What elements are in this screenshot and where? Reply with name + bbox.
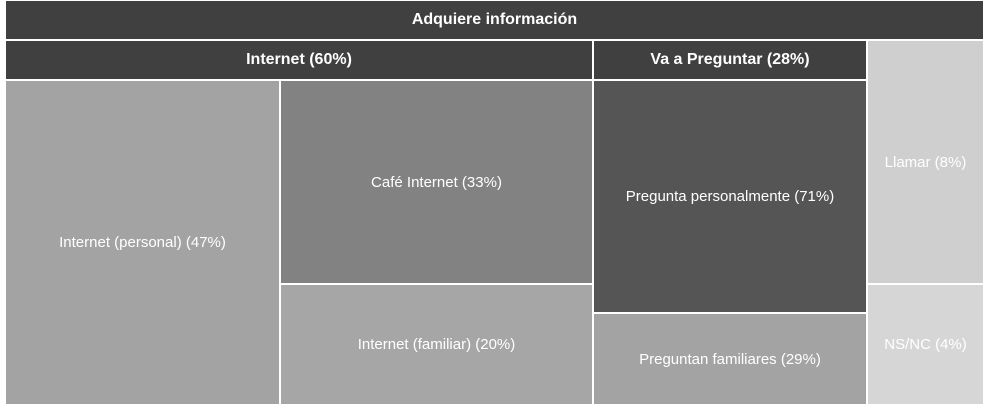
group-header-va-a-preguntar: Va a Preguntar (28%) — [593, 40, 867, 80]
treemap-root-header: Adquiere información — [5, 0, 984, 40]
tile-pregunta-personalmente: Pregunta personalmente (71%) — [593, 80, 867, 313]
tile-internet-familiar: Internet (familiar) (20%) — [280, 284, 593, 405]
tile-internet-personal: Internet (personal) (47%) — [5, 80, 280, 405]
tile-preguntan-familiares: Preguntan familiares (29%) — [593, 313, 867, 405]
tile-ns-nc: NS/NC (4%) — [867, 284, 984, 405]
group-header-internet: Internet (60%) — [5, 40, 593, 80]
treemap-chart: Adquiere información Internet (60%) Va a… — [5, 0, 984, 405]
tile-llamar: Llamar (8%) — [867, 40, 984, 284]
tile-cafe-internet: Café Internet (33%) — [280, 80, 593, 284]
